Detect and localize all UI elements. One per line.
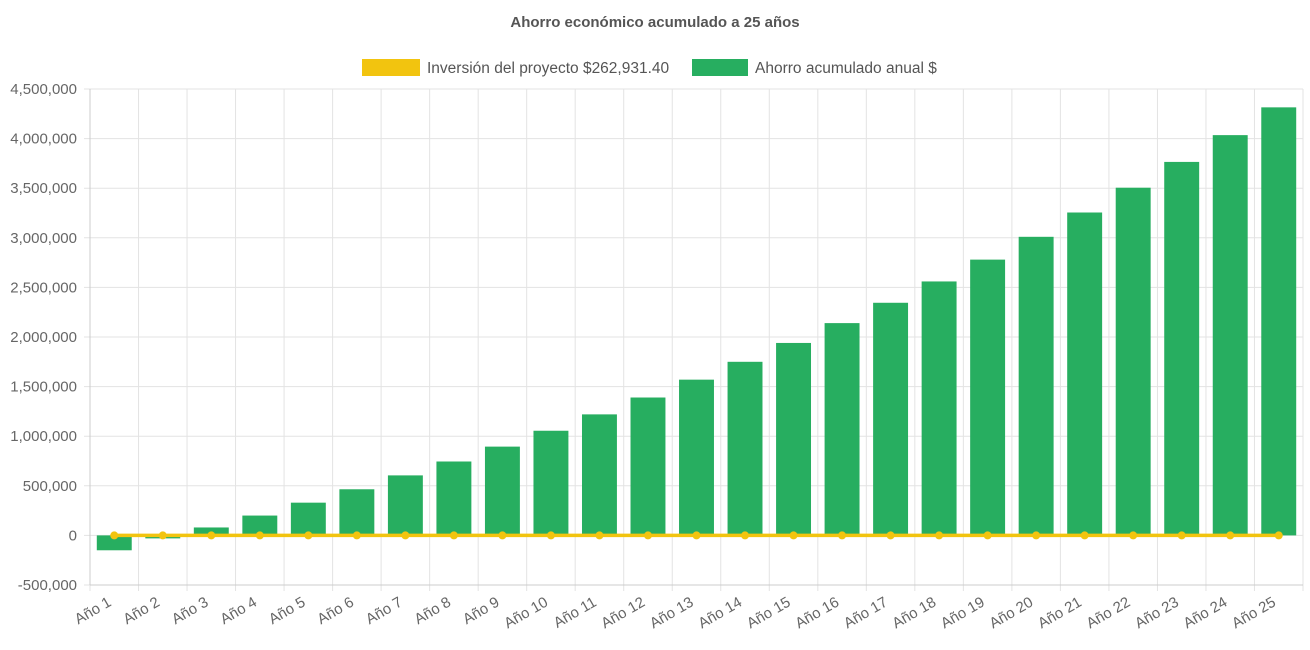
investment-point[interactable] bbox=[110, 531, 119, 540]
x-tick-label: Año 17 bbox=[841, 594, 891, 632]
y-tick-label: 1,500,000 bbox=[10, 379, 77, 396]
x-tick-label: Año 5 bbox=[266, 594, 308, 628]
savings-bar[interactable] bbox=[630, 397, 666, 536]
savings-bar[interactable] bbox=[921, 281, 957, 536]
investment-point[interactable] bbox=[352, 531, 361, 540]
x-tick-label: Año 12 bbox=[598, 594, 648, 632]
investment-point[interactable] bbox=[158, 531, 167, 540]
y-tick-label: 1,000,000 bbox=[10, 428, 77, 445]
x-tick-label: Año 10 bbox=[501, 594, 551, 632]
savings-bar[interactable] bbox=[1212, 135, 1248, 536]
investment-point[interactable] bbox=[692, 531, 701, 540]
x-tick-label: Año 22 bbox=[1084, 594, 1134, 632]
savings-bar[interactable] bbox=[484, 446, 520, 536]
x-tick-label: Año 4 bbox=[217, 594, 259, 628]
x-tick-label: Año 20 bbox=[986, 594, 1036, 632]
investment-point[interactable] bbox=[935, 531, 944, 540]
savings-bars bbox=[96, 107, 1297, 551]
gridlines bbox=[84, 88, 1304, 591]
y-tick-label: 3,000,000 bbox=[10, 230, 77, 247]
legend-item-savings[interactable]: Ahorro acumulado anual $ bbox=[692, 59, 937, 77]
savings-bar[interactable] bbox=[581, 414, 617, 536]
x-tick-label: Año 18 bbox=[889, 594, 939, 632]
x-tick-label: Año 23 bbox=[1132, 594, 1182, 632]
investment-point[interactable] bbox=[449, 531, 458, 540]
investment-point[interactable] bbox=[983, 531, 992, 540]
investment-line bbox=[110, 531, 1283, 540]
y-tick-label: 2,000,000 bbox=[10, 329, 77, 346]
savings-bar[interactable] bbox=[242, 515, 278, 536]
x-tick-label: Año 3 bbox=[169, 594, 211, 628]
x-tick-label: Año 19 bbox=[938, 594, 988, 632]
savings-bar[interactable] bbox=[727, 361, 763, 536]
investment-point[interactable] bbox=[1032, 531, 1041, 540]
legend-swatch-investment bbox=[362, 59, 420, 76]
legend-item-investment[interactable]: Inversión del proyecto $262,931.40 bbox=[362, 59, 670, 77]
investment-point[interactable] bbox=[498, 531, 507, 540]
savings-bar[interactable] bbox=[436, 461, 472, 536]
x-tick-label: Año 25 bbox=[1229, 594, 1279, 632]
investment-point[interactable] bbox=[595, 531, 604, 540]
savings-bar[interactable] bbox=[1261, 107, 1297, 536]
savings-bar[interactable] bbox=[824, 323, 860, 536]
savings-bar[interactable] bbox=[387, 475, 423, 536]
investment-point[interactable] bbox=[207, 531, 216, 540]
savings-bar[interactable] bbox=[970, 259, 1006, 536]
investment-point[interactable] bbox=[1080, 531, 1089, 540]
savings-bar[interactable] bbox=[1067, 212, 1103, 536]
legend-label-investment: Inversión del proyecto $262,931.40 bbox=[427, 60, 670, 77]
savings-bar[interactable] bbox=[679, 379, 714, 536]
y-tick-label: -500,000 bbox=[18, 577, 77, 594]
savings-bar[interactable] bbox=[533, 430, 569, 536]
legend: Inversión del proyecto $262,931.40 Ahorr… bbox=[362, 59, 937, 77]
investment-point[interactable] bbox=[1226, 531, 1235, 540]
investment-point[interactable] bbox=[1274, 531, 1283, 540]
legend-swatch-savings bbox=[692, 59, 748, 76]
investment-point[interactable] bbox=[789, 531, 798, 540]
x-tick-label: Año 13 bbox=[647, 594, 697, 632]
investment-point[interactable] bbox=[741, 531, 750, 540]
investment-point[interactable] bbox=[401, 531, 410, 540]
savings-bar[interactable] bbox=[1115, 187, 1151, 536]
chart-title: Ahorro económico acumulado a 25 años bbox=[510, 14, 799, 31]
y-tick-label: 0 bbox=[69, 527, 77, 544]
investment-point[interactable] bbox=[886, 531, 895, 540]
x-tick-label: Año 11 bbox=[551, 594, 600, 632]
y-tick-label: 3,500,000 bbox=[10, 180, 77, 197]
x-axis-ticks: Año 1 Año 2 Año 3 Año 4 Año 5 Año 6 Año 7 Año 8… bbox=[72, 594, 1279, 632]
x-tick-label: Año 6 bbox=[314, 594, 356, 628]
investment-point[interactable] bbox=[304, 531, 313, 540]
savings-bar[interactable] bbox=[1018, 236, 1054, 536]
x-tick-label: Año 24 bbox=[1181, 594, 1231, 632]
savings-bar[interactable] bbox=[96, 535, 132, 551]
investment-point[interactable] bbox=[546, 531, 555, 540]
x-tick-label: Año 7 bbox=[363, 594, 405, 628]
x-tick-label: Año 21 bbox=[1035, 594, 1085, 632]
savings-bar[interactable] bbox=[776, 342, 812, 536]
y-tick-label: 500,000 bbox=[23, 478, 77, 495]
x-tick-label: Año 16 bbox=[792, 594, 842, 632]
legend-label-savings: Ahorro acumulado anual $ bbox=[755, 60, 937, 77]
x-tick-label: Año 2 bbox=[120, 594, 162, 628]
y-tick-label: 4,500,000 bbox=[10, 81, 77, 98]
x-tick-label: Año 15 bbox=[744, 594, 794, 632]
x-tick-label: Año 1 bbox=[72, 594, 114, 628]
y-tick-label: 4,000,000 bbox=[10, 131, 77, 148]
x-tick-label: Año 8 bbox=[411, 594, 453, 628]
x-tick-label: Año 9 bbox=[460, 594, 502, 628]
investment-point[interactable] bbox=[255, 531, 264, 540]
savings-bar[interactable] bbox=[873, 302, 909, 536]
x-tick-label: Año 14 bbox=[695, 594, 745, 632]
y-tick-label: 2,500,000 bbox=[10, 279, 77, 296]
savings-bar[interactable] bbox=[339, 489, 375, 536]
y-axis-ticks: 4,500,000 4,000,000 3,500,000 3,000,000 2,50… bbox=[10, 81, 77, 594]
savings-bar[interactable] bbox=[1164, 161, 1200, 536]
investment-point[interactable] bbox=[1177, 531, 1186, 540]
investment-point[interactable] bbox=[838, 531, 847, 540]
savings-bar[interactable] bbox=[290, 502, 326, 536]
investment-point[interactable] bbox=[643, 531, 652, 540]
investment-point[interactable] bbox=[1129, 531, 1138, 540]
